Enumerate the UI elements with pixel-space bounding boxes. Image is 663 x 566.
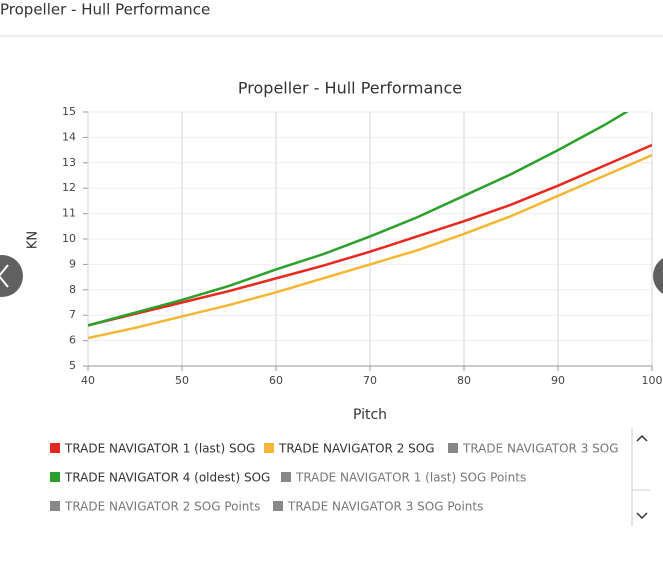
y-tick-label: 15 [62, 105, 76, 118]
x-tick-label: 100 [642, 374, 663, 387]
x-tick-label: 60 [269, 374, 283, 387]
series-line [88, 112, 629, 327]
series-line [88, 143, 652, 327]
legend-item[interactable]: TRADE NAVIGATOR 2 SOG Points [50, 500, 260, 514]
y-tick-label: 5 [69, 359, 76, 372]
y-tick-label: 11 [62, 207, 76, 220]
x-tick-label: 80 [457, 374, 471, 387]
legend-label: TRADE NAVIGATOR 1 (last) SOG Points [295, 471, 526, 485]
prev-button[interactable] [0, 255, 23, 297]
series-line [88, 154, 652, 340]
header-title: Propeller - Hull Performance [0, 1, 210, 19]
legend-swatch [50, 472, 60, 482]
legend-item[interactable]: TRADE NAVIGATOR 3 SOG [448, 442, 619, 456]
legend-item[interactable]: TRADE NAVIGATOR 2 SOG [264, 442, 435, 456]
legend-label: TRADE NAVIGATOR 2 SOG [278, 442, 435, 456]
legend-scroll [631, 428, 650, 526]
legend-label: TRADE NAVIGATOR 2 SOG Points [64, 500, 260, 514]
legend-label: TRADE NAVIGATOR 1 (last) SOG [64, 442, 255, 456]
x-tick-label: 40 [81, 374, 95, 387]
legend-item[interactable]: TRADE NAVIGATOR 3 SOG Points [273, 500, 483, 514]
y-tick-label: 8 [69, 283, 76, 296]
x-axis-label: Pitch [353, 407, 387, 423]
y-tick-label: 14 [62, 130, 76, 143]
x-tick-label: 50 [175, 374, 189, 387]
legend-swatch [448, 443, 458, 453]
legend-label: TRADE NAVIGATOR 4 (oldest) SOG [64, 471, 270, 485]
y-tick-label: 7 [69, 308, 76, 321]
plot [88, 112, 652, 340]
y-axis-label: KN [26, 231, 41, 249]
scroll-down[interactable] [636, 512, 648, 520]
scroll-up[interactable] [636, 434, 648, 442]
legend-swatch [50, 501, 60, 511]
y-tick-label: 9 [69, 257, 76, 270]
legend-label: TRADE NAVIGATOR 3 SOG [462, 442, 619, 456]
y-tick-label: 13 [62, 156, 76, 169]
x-tick-label: 70 [363, 374, 377, 387]
legend-item[interactable]: TRADE NAVIGATOR 1 (last) SOG [50, 442, 255, 456]
legend-swatch [264, 443, 274, 453]
legend-swatch [281, 472, 291, 482]
y-tick-label: 10 [62, 232, 76, 245]
next-button[interactable] [653, 255, 663, 297]
y-tick-label: 12 [62, 181, 76, 194]
legend-item[interactable]: TRADE NAVIGATOR 1 (last) SOG Points [281, 471, 526, 485]
legend-item[interactable]: TRADE NAVIGATOR 4 (oldest) SOG [50, 471, 270, 485]
legend-swatch [50, 443, 60, 453]
chart-title: Propeller - Hull Performance [238, 79, 462, 98]
legend-label: TRADE NAVIGATOR 3 SOG Points [287, 500, 483, 514]
x-tick-label: 90 [551, 374, 565, 387]
legend-swatch [273, 501, 283, 511]
y-tick-label: 6 [69, 334, 76, 347]
